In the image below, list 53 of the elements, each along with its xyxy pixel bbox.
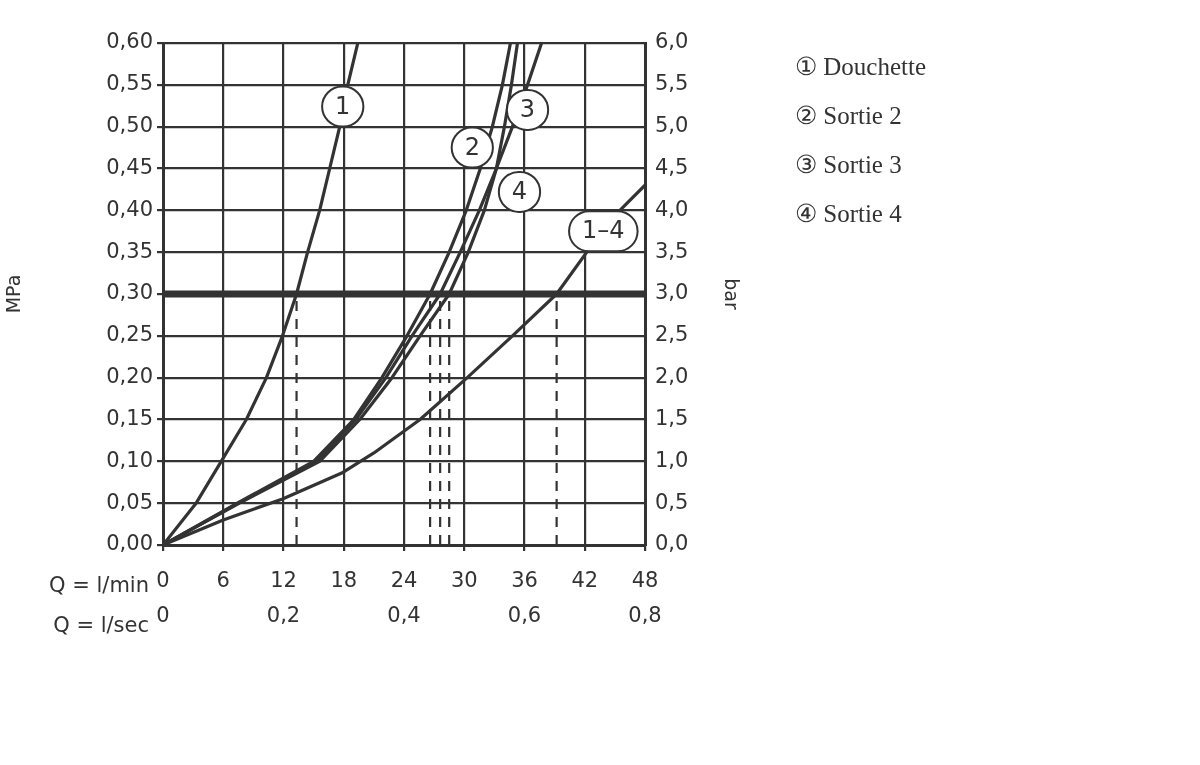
x2-tick-label: 0,8 (628, 603, 662, 628)
x-tick-label: 30 (450, 568, 478, 593)
y2-tick-label: 5,0 (655, 113, 689, 138)
y-tick-label: 0,60 (106, 29, 153, 54)
y-tick-label: 0,55 (106, 71, 153, 96)
x-tick-label: 24 (390, 568, 418, 593)
text: ② Sortie 2 (795, 101, 903, 130)
y-tick-label: 0,40 (106, 196, 153, 221)
y2-tick-label: 4,0 (655, 196, 689, 221)
x-tick-label: 18 (330, 568, 358, 593)
x-tick-label: 36 (511, 568, 538, 593)
x-axis-title: Q = l/min (49, 573, 149, 598)
y2-tick-label: 3,0 (655, 280, 689, 305)
y-tick-label: 0,45 (106, 154, 153, 179)
y-tick-label: 0,25 (106, 322, 153, 347)
x2-axis-title: Q = l/sec (53, 613, 149, 638)
annotation: 4 (511, 177, 528, 206)
y-tick-label: 0,50 (106, 113, 153, 138)
x2-tick-label: 0,4 (387, 603, 421, 628)
annotation: 1–4 (582, 216, 625, 245)
y2-tick-label: 3,5 (655, 238, 689, 263)
y-axis-title: MPa (2, 274, 25, 314)
x2-tick-label: 0 (156, 603, 170, 628)
y-tick-label: 0,20 (106, 364, 153, 389)
text: ③ Sortie 3 (795, 150, 903, 179)
x-tick-label: 48 (631, 568, 659, 593)
y2-tick-label: 6,0 (655, 29, 689, 54)
x-tick-label: 12 (270, 568, 297, 593)
y2-tick-label: 0,0 (655, 531, 689, 556)
x-tick-label: 42 (571, 568, 599, 593)
x-tick-label: 0 (156, 568, 170, 593)
y-tick-label: 0,30 (106, 280, 153, 305)
y2-tick-label: 1,0 (655, 447, 689, 472)
y2-axis-title: bar (720, 278, 743, 310)
y2-tick-label: 1,5 (655, 405, 689, 430)
text: ④ Sortie 4 (795, 199, 903, 228)
x2-tick-label: 0,2 (266, 603, 301, 628)
x-tick-label: 6 (216, 568, 230, 593)
annotation: 3 (519, 95, 536, 124)
annotation: 2 (464, 132, 480, 161)
y2-tick-label: 5,5 (655, 71, 689, 96)
y-tick-label: 0,00 (106, 531, 153, 556)
y2-tick-label: 2,0 (655, 364, 689, 389)
y2-tick-label: 4,5 (655, 154, 689, 179)
y2-tick-label: 0,5 (655, 489, 689, 514)
y-tick-label: 0,15 (106, 405, 153, 430)
y-tick-label: 0,10 (106, 447, 153, 472)
y-tick-label: 0,35 (106, 238, 153, 263)
annotation: 1 (335, 91, 351, 120)
y2-tick-label: 2,5 (655, 322, 689, 347)
y-tick-label: 0,05 (106, 489, 153, 514)
text: ① Douchette (795, 52, 926, 81)
x2-tick-label: 0,6 (507, 603, 542, 628)
